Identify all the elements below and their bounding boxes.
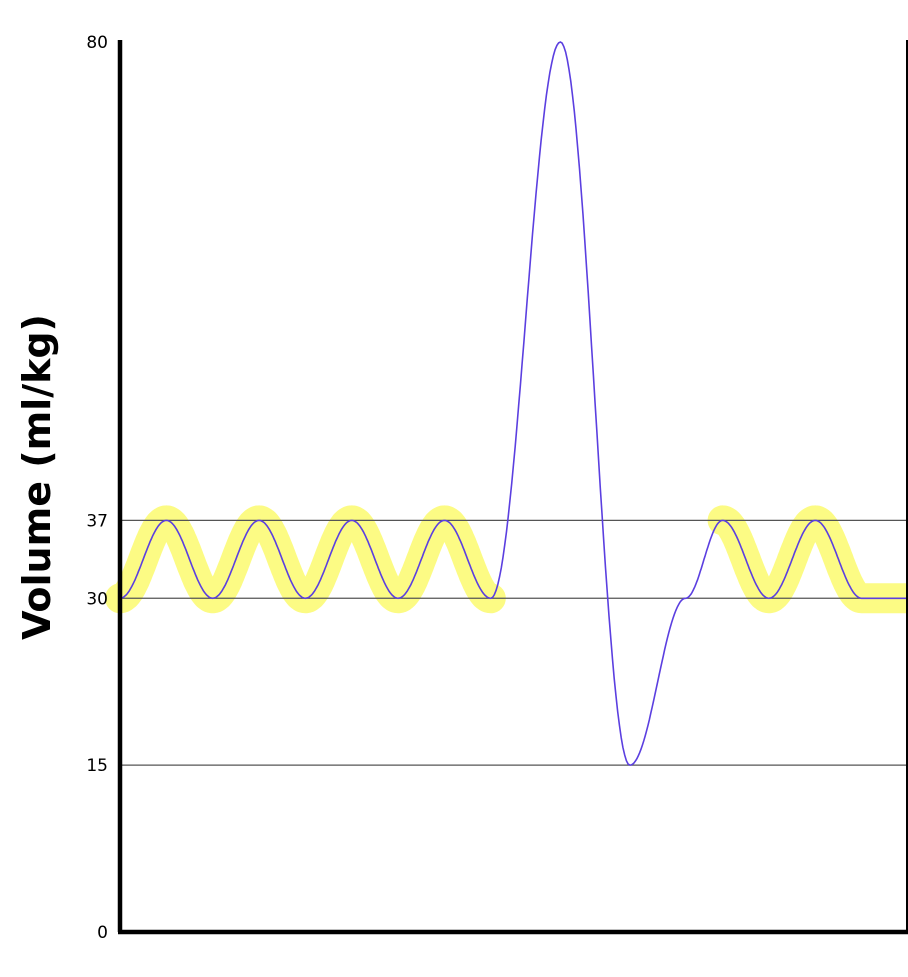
y-tick-30: 30 [86,589,108,609]
curve-layer [119,41,908,766]
volume-curve [119,41,908,766]
highlight-segment-2 [707,505,908,614]
highlight-segment-1 [105,505,506,614]
reference-lines [120,519,908,766]
y-tick-15: 15 [86,756,108,776]
y-tick-0: 0 [97,923,108,943]
y-tick-37: 37 [86,511,108,531]
highlight-layer [105,505,908,614]
y-tick-80: 80 [86,33,108,53]
y-axis-title: Volume (ml/kg) [15,314,59,640]
y-tick-labels: 0 15 30 37 80 [86,33,108,943]
